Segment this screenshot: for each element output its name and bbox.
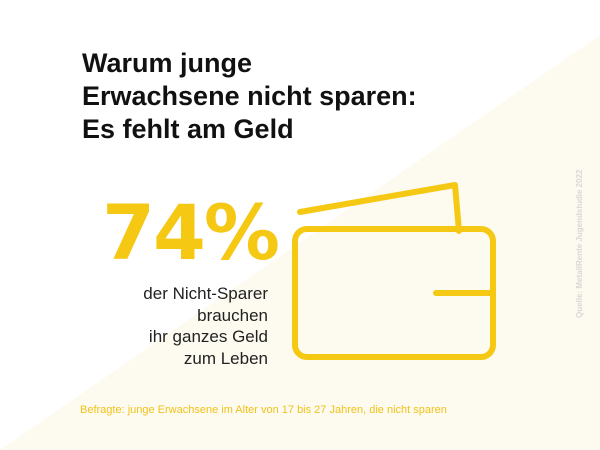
headline: Warum junge Erwachsene nicht sparen: Es … bbox=[82, 47, 502, 146]
headline-line: Warum junge bbox=[82, 48, 253, 78]
description-line: zum Leben bbox=[183, 348, 268, 368]
percentage-value: 74% bbox=[102, 188, 280, 277]
wallet-icon bbox=[292, 182, 496, 360]
headline-line: Es fehlt am Geld bbox=[82, 114, 294, 144]
footnote: Befragte: junge Erwachsene im Alter von … bbox=[80, 404, 447, 416]
headline-line: Erwachsene nicht sparen: bbox=[82, 81, 417, 111]
stat-description: der Nicht-Sparer brauchen ihr ganzes Gel… bbox=[80, 283, 268, 369]
description-line: ihr ganzes Geld bbox=[148, 327, 268, 346]
description-line: der Nicht-Sparer bbox=[143, 284, 268, 303]
description-line: brauchen bbox=[197, 305, 268, 325]
source-credit: Quelle: MetallRente Jugendstudie 2022 bbox=[575, 169, 584, 318]
